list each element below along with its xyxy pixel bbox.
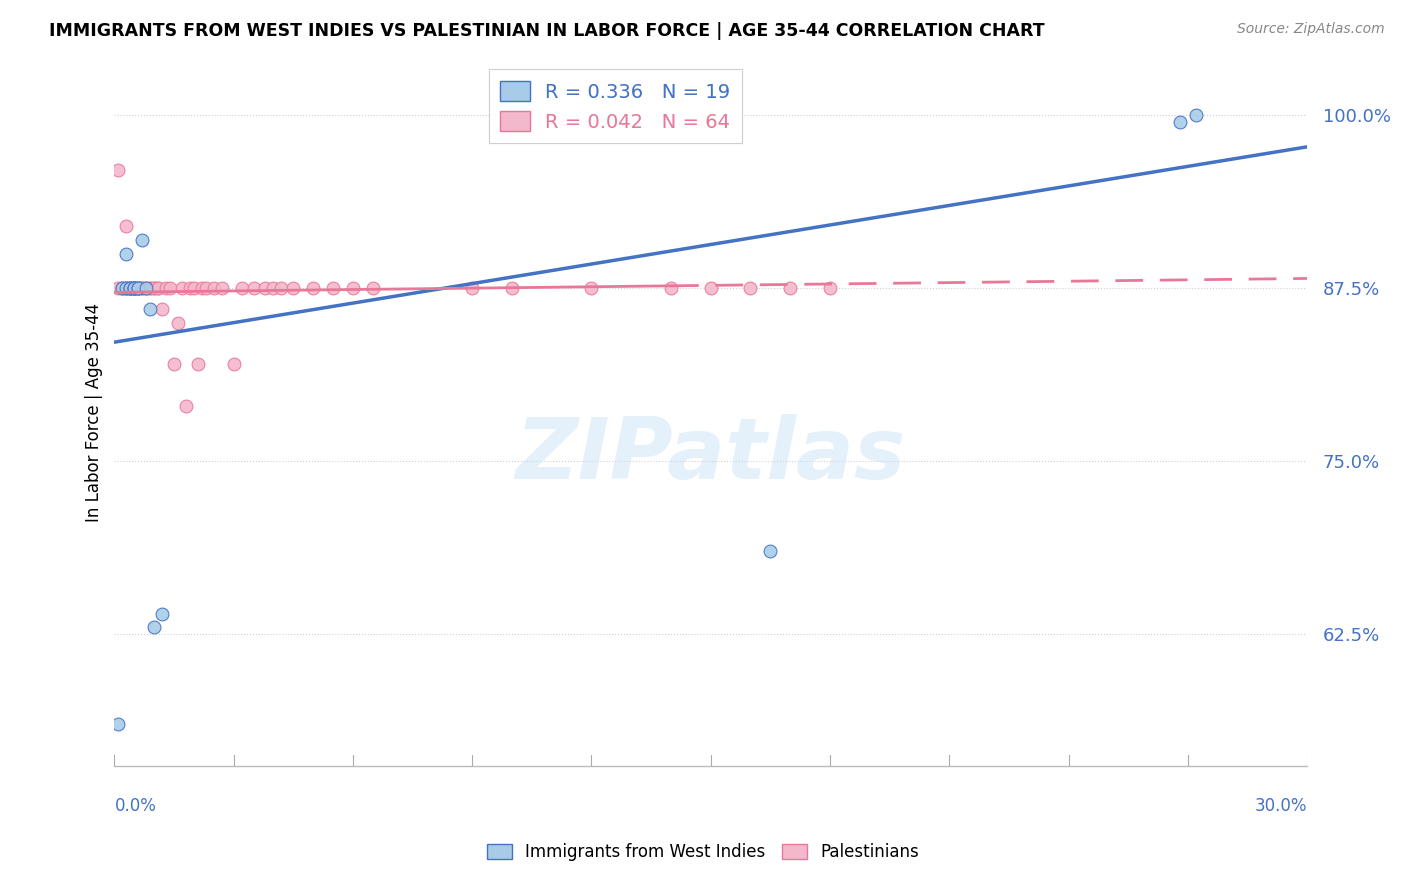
Point: [120, 281, 142, 295]
Point: [131, 281, 153, 295]
Text: 30.0%: 30.0%: [1254, 797, 1308, 814]
Point: [179, 281, 201, 295]
Point: [581, 281, 603, 295]
Point: [124, 281, 146, 295]
Legend: R = 0.336   N = 19, R = 0.042   N = 64: R = 0.336 N = 19, R = 0.042 N = 64: [489, 70, 742, 144]
Point: [139, 281, 162, 295]
Point: [115, 281, 138, 295]
Legend: Immigrants from West Indies, Palestinians: Immigrants from West Indies, Palestinian…: [481, 837, 925, 868]
Point: [699, 281, 721, 295]
Point: [163, 357, 186, 371]
Point: [115, 219, 138, 233]
Point: [759, 544, 782, 558]
Point: [115, 281, 138, 295]
Point: [135, 281, 157, 295]
Point: [111, 281, 134, 295]
Point: [659, 281, 682, 295]
Point: [127, 281, 149, 295]
Point: [127, 281, 149, 295]
Point: [120, 281, 142, 295]
Point: [120, 281, 142, 295]
Text: 0.0%: 0.0%: [114, 797, 156, 814]
Point: [740, 281, 762, 295]
Point: [302, 281, 325, 295]
Point: [242, 281, 264, 295]
Point: [124, 281, 146, 295]
Point: [127, 281, 149, 295]
Point: [150, 301, 173, 316]
Point: [115, 281, 138, 295]
Point: [159, 281, 181, 295]
Point: [361, 281, 384, 295]
Point: [131, 281, 153, 295]
Point: [143, 620, 166, 634]
Point: [1184, 108, 1206, 122]
Point: [191, 281, 214, 295]
Point: [461, 281, 484, 295]
Point: [131, 281, 153, 295]
Point: [135, 281, 157, 295]
Point: [115, 281, 138, 295]
Text: IMMIGRANTS FROM WEST INDIES VS PALESTINIAN IN LABOR FORCE | AGE 35-44 CORRELATIO: IMMIGRANTS FROM WEST INDIES VS PALESTINI…: [49, 22, 1045, 40]
Point: [124, 281, 146, 295]
Point: [1168, 115, 1191, 129]
Point: [124, 281, 146, 295]
Point: [183, 281, 205, 295]
Point: [155, 281, 177, 295]
Point: [139, 301, 162, 316]
Text: Source: ZipAtlas.com: Source: ZipAtlas.com: [1237, 22, 1385, 37]
Point: [127, 281, 149, 295]
Point: [187, 357, 209, 371]
Y-axis label: In Labor Force | Age 35-44: In Labor Force | Age 35-44: [86, 303, 103, 523]
Point: [111, 281, 134, 295]
Point: [120, 281, 142, 295]
Point: [150, 607, 173, 621]
Point: [779, 281, 801, 295]
Point: [818, 281, 841, 295]
Point: [107, 717, 129, 731]
Point: [146, 281, 169, 295]
Point: [342, 281, 364, 295]
Point: [322, 281, 344, 295]
Point: [254, 281, 277, 295]
Point: [115, 246, 138, 260]
Point: [202, 281, 225, 295]
Point: [127, 281, 149, 295]
Point: [124, 281, 146, 295]
Point: [135, 281, 157, 295]
Point: [231, 281, 253, 295]
Point: [211, 281, 233, 295]
Point: [143, 281, 166, 295]
Point: [127, 281, 149, 295]
Point: [131, 233, 153, 247]
Point: [501, 281, 523, 295]
Point: [283, 281, 305, 295]
Point: [120, 281, 142, 295]
Point: [107, 281, 129, 295]
Point: [143, 281, 166, 295]
Text: ZIPatlas: ZIPatlas: [516, 414, 905, 497]
Point: [107, 163, 129, 178]
Point: [111, 281, 134, 295]
Point: [124, 281, 146, 295]
Point: [262, 281, 284, 295]
Point: [194, 281, 217, 295]
Point: [222, 357, 245, 371]
Point: [124, 281, 146, 295]
Point: [174, 399, 197, 413]
Point: [270, 281, 292, 295]
Point: [170, 281, 193, 295]
Point: [120, 281, 142, 295]
Point: [139, 281, 162, 295]
Point: [146, 281, 169, 295]
Point: [167, 316, 190, 330]
